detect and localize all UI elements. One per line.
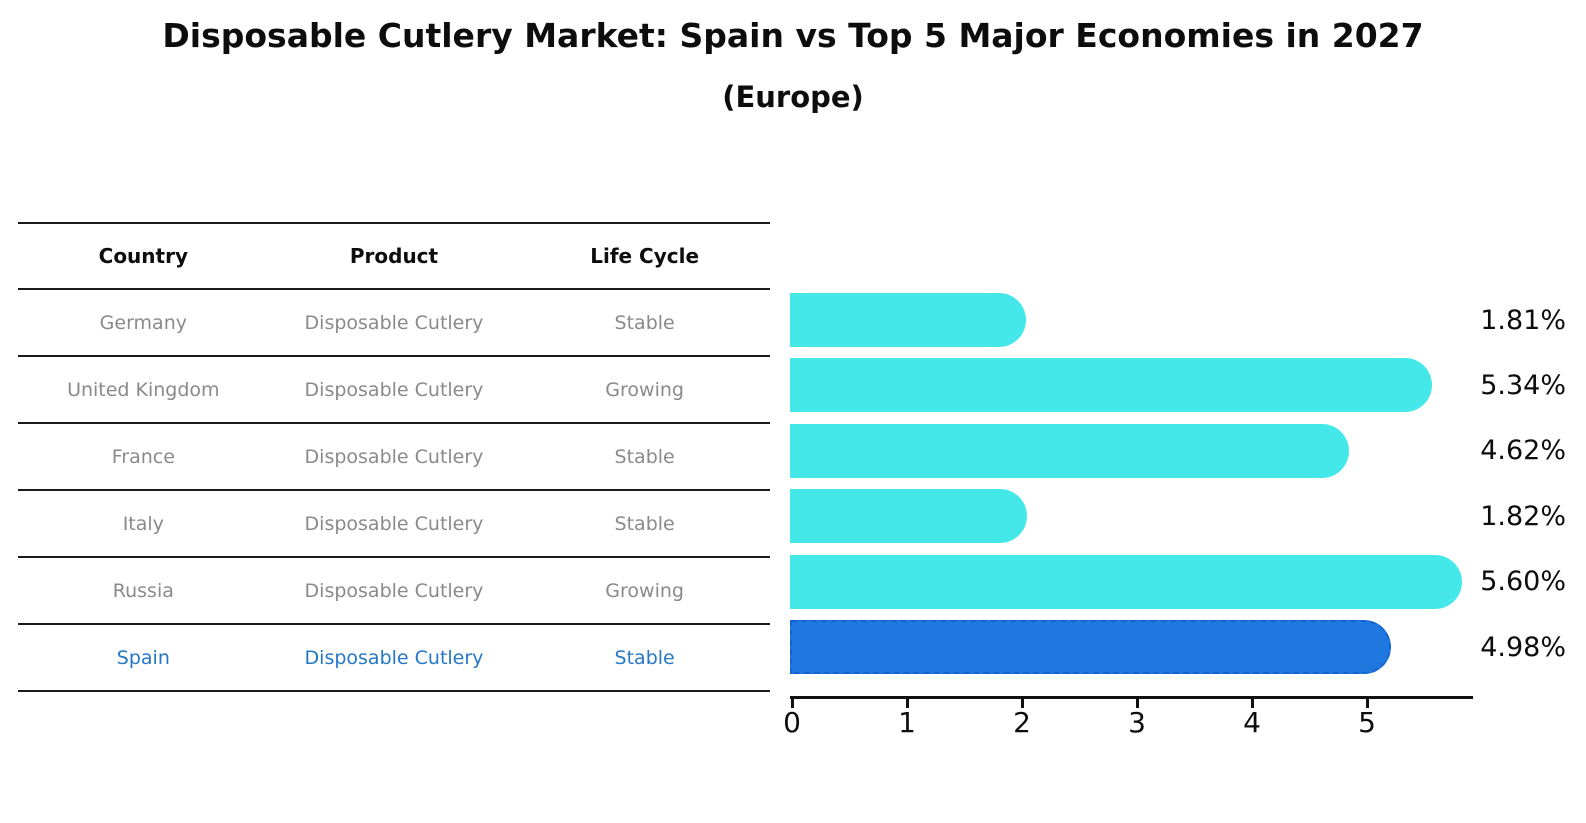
- value-label: 4.98%: [1480, 631, 1566, 663]
- x-axis-tick: [1136, 699, 1139, 708]
- column-header-life-cycle: Life Cycle: [590, 244, 700, 268]
- chart-bar-united-kingdom: [790, 358, 1432, 413]
- x-axis-tick: [1251, 699, 1254, 708]
- column-header-country: Country: [98, 244, 188, 268]
- x-axis-tick: [1366, 699, 1369, 708]
- chart-bar-russia: [790, 554, 1462, 609]
- x-axis-tick-label: 2: [1013, 706, 1031, 739]
- x-axis-tick-label: 3: [1128, 706, 1146, 739]
- x-axis-tick-label: 0: [783, 706, 801, 739]
- table-header-row: Country Product Life Cycle: [18, 224, 770, 290]
- cell-product: Disposable Cutlery: [304, 378, 484, 401]
- value-label: 4.62%: [1480, 435, 1566, 467]
- cell-country: Italy: [122, 512, 164, 535]
- x-axis-tick: [906, 699, 909, 708]
- table-row-spain: Spain Disposable Cutlery Stable: [18, 625, 770, 692]
- cell-product: Disposable Cutlery: [304, 445, 484, 468]
- x-axis-tick: [1021, 699, 1024, 708]
- chart-subtitle: (Europe): [722, 80, 864, 114]
- column-header-product: Product: [349, 244, 439, 268]
- cell-life-cycle: Growing: [605, 579, 684, 602]
- table-row-germany: Germany Disposable Cutlery Stable: [18, 290, 770, 357]
- x-axis-tick-label: 4: [1243, 706, 1261, 739]
- cell-product: Disposable Cutlery: [304, 311, 484, 334]
- cell-country: France: [111, 445, 175, 468]
- x-axis-tick-label: 1: [898, 706, 916, 739]
- table-row-france: France Disposable Cutlery Stable: [18, 424, 770, 491]
- cell-life-cycle: Stable: [614, 512, 675, 535]
- x-axis-tick-label: 5: [1358, 706, 1376, 739]
- table-row-russia: Russia Disposable Cutlery Growing: [18, 558, 770, 625]
- cell-life-cycle: Stable: [614, 646, 675, 669]
- cell-life-cycle: Stable: [614, 311, 675, 334]
- cell-life-cycle: Growing: [605, 378, 684, 401]
- chart-bar-france: [790, 423, 1349, 478]
- country-table: Country Product Life Cycle Germany Dispo…: [18, 222, 770, 692]
- x-axis-tick: [791, 699, 794, 708]
- table-row-italy: Italy Disposable Cutlery Stable: [18, 491, 770, 558]
- value-label: 1.82%: [1480, 500, 1566, 532]
- cell-product: Disposable Cutlery: [304, 646, 484, 669]
- cell-product: Disposable Cutlery: [304, 579, 484, 602]
- chart-bar-spain: [790, 620, 1391, 674]
- cell-life-cycle: Stable: [614, 445, 675, 468]
- value-label: 1.81%: [1480, 304, 1566, 336]
- value-label: 5.60%: [1480, 566, 1566, 598]
- cell-country: Russia: [112, 579, 174, 602]
- chart-bar-italy: [790, 489, 1027, 544]
- chart-bar-germany: [790, 293, 1026, 347]
- table-row-united-kingdom: United Kingdom Disposable Cutlery Growin…: [18, 357, 770, 424]
- chart-title: Disposable Cutlery Market: Spain vs Top …: [162, 16, 1424, 55]
- x-axis-line: [790, 696, 1473, 699]
- cell-product: Disposable Cutlery: [304, 512, 484, 535]
- cell-country: Spain: [116, 646, 170, 669]
- value-label: 5.34%: [1480, 369, 1566, 401]
- cell-country: United Kingdom: [67, 378, 220, 401]
- cell-country: Germany: [99, 311, 187, 334]
